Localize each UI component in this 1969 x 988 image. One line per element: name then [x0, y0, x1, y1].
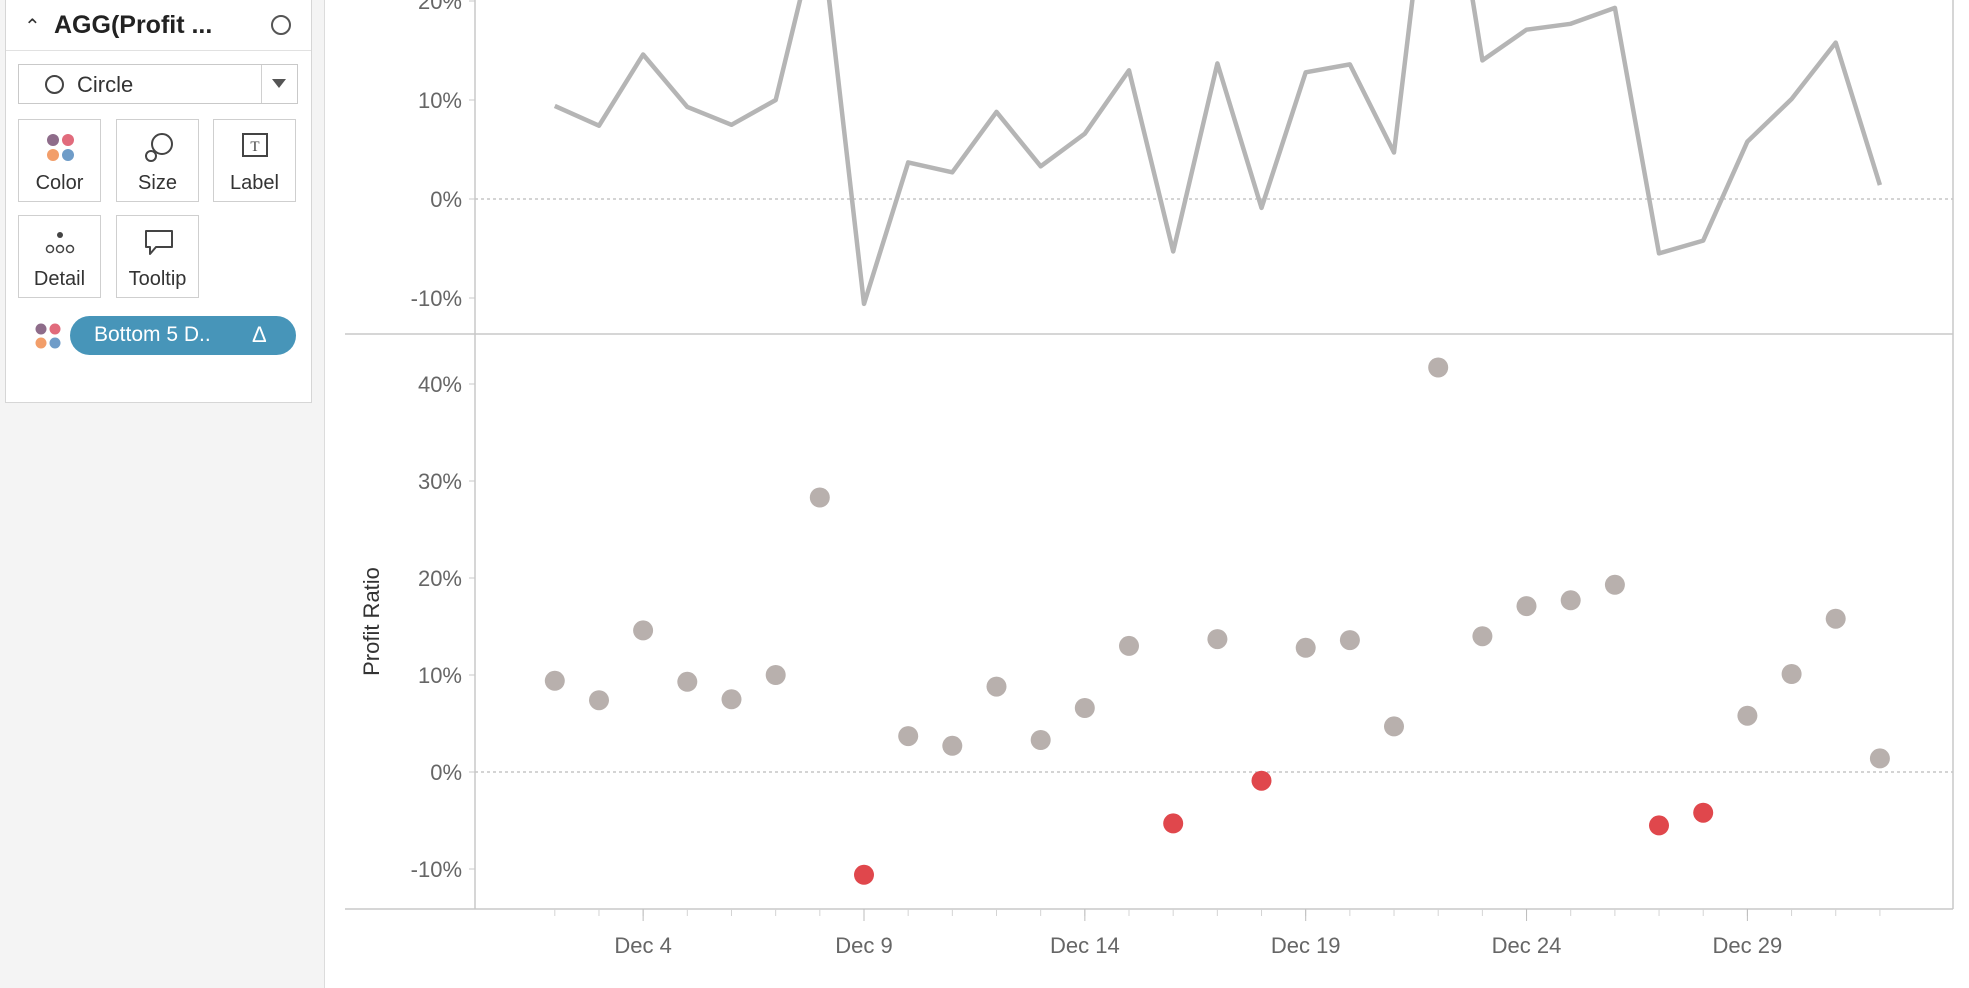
marks-card-title: AGG(Profit ...: [54, 11, 213, 39]
data-point: [1604, 574, 1625, 595]
y-tick-label: 20%: [418, 566, 462, 591]
y-tick-label: 0%: [430, 187, 462, 212]
data-point: [1516, 596, 1537, 617]
data-point: [1825, 608, 1846, 629]
data-point: [633, 620, 654, 641]
y-tick-label: 20%: [418, 0, 462, 14]
data-point: [677, 671, 698, 692]
size-icon: [145, 133, 173, 162]
chevron-down-icon[interactable]: [272, 79, 286, 88]
chart-axes: Dec 4 Dec 9 Dec 14 Dec 19 Dec 24 Dec 29: [345, 0, 1954, 958]
data-point: [1737, 705, 1758, 726]
scatter-chart-pane: -10% 0% 10% 20% 30% 40% Profit Ratio: [359, 357, 1953, 885]
highlighted-point: [1693, 802, 1714, 823]
detail-button[interactable]: Detail: [18, 215, 101, 298]
data-point: [1472, 626, 1493, 647]
data-point: [1339, 630, 1360, 651]
x-tick-label: Dec 19: [1271, 933, 1341, 958]
y-tick-label: 30%: [418, 469, 462, 494]
data-point: [765, 665, 786, 685]
data-point: [1384, 716, 1404, 737]
y-tick-label: -10%: [411, 857, 462, 882]
x-tick-label: Dec 4: [614, 933, 671, 958]
marks-card: ⌃ AGG(Profit ... Circle Color Size: [5, 0, 312, 403]
data-point: [1030, 730, 1051, 750]
x-tick-label: Dec 14: [1050, 933, 1120, 958]
y-tick-label: 10%: [418, 663, 462, 688]
y-axis-title: Profit Ratio: [359, 567, 384, 676]
detail-button-label: Detail: [33, 268, 86, 290]
data-point: [1074, 698, 1095, 718]
data-point: [721, 689, 742, 710]
table-calc-delta-icon: Δ: [252, 322, 267, 347]
marks-card-header[interactable]: ⌃ AGG(Profit ...: [6, 0, 311, 51]
svg-text:T: T: [250, 139, 259, 155]
data-point: [589, 690, 609, 711]
y-tick-label: 0%: [430, 760, 462, 785]
data-point: [1119, 635, 1139, 656]
tooltip-icon: [145, 230, 173, 255]
color-button-label: Color: [35, 172, 84, 194]
data-point: [809, 487, 830, 508]
data-point: [898, 726, 919, 747]
collapse-caret-icon[interactable]: ⌃: [24, 16, 41, 38]
highlighted-point: [1163, 813, 1184, 834]
data-point: [544, 670, 565, 691]
highlighted-point: [1649, 815, 1669, 836]
x-tick-label: Dec 29: [1713, 933, 1783, 958]
size-button-label: Size: [138, 172, 177, 194]
color-field-pill-label: Bottom 5 D..: [94, 323, 211, 346]
label-icon: T: [242, 133, 268, 157]
highlighted-point: [854, 864, 874, 885]
mark-type-dropdown[interactable]: Circle: [18, 64, 298, 104]
label-button-label: Label: [230, 172, 279, 194]
left-pane: ⌃ AGG(Profit ... Circle Color Size: [0, 0, 325, 988]
data-point: [986, 676, 1007, 697]
size-button[interactable]: Size: [116, 119, 199, 202]
profit-ratio-line: [553, 0, 1883, 307]
y-tick-label: 10%: [418, 88, 462, 113]
color-legend-icon: [35, 323, 61, 349]
x-tick-label: Dec 24: [1492, 933, 1562, 958]
circle-mark-icon: [45, 75, 64, 94]
dropdown-divider: [261, 65, 262, 103]
color-field-pill[interactable]: Bottom 5 D.. Δ: [70, 316, 296, 355]
data-point: [1295, 637, 1316, 658]
color-button[interactable]: Color: [18, 119, 101, 202]
chart-canvas: -10% 0% 10% 20% -10% 0% 10% 20% 30% 40% Profit Ra…: [345, 0, 1954, 958]
color-icon: [47, 134, 74, 161]
highlighted-point: [1251, 770, 1272, 791]
tooltip-button[interactable]: Tooltip: [116, 215, 199, 298]
y-tick-label: 40%: [418, 372, 462, 397]
x-tick-label: Dec 9: [835, 933, 892, 958]
tooltip-button-label: Tooltip: [128, 268, 187, 290]
y-tick-label: -10%: [411, 286, 462, 311]
data-point: [1428, 357, 1449, 378]
mark-type-label: Circle: [77, 72, 134, 97]
data-point: [1781, 664, 1802, 684]
data-point: [942, 735, 963, 756]
data-point: [1207, 629, 1228, 650]
data-point: [1869, 748, 1890, 769]
circle-mark-icon: [271, 15, 291, 35]
label-button[interactable]: T Label: [213, 119, 296, 202]
data-point: [1560, 590, 1581, 611]
detail-icon: [45, 232, 75, 254]
chart-area: -10% 0% 10% 20% -10% 0% 10% 20% 30% 40% Profit Ra…: [325, 0, 1969, 988]
line-chart-pane: -10% 0% 10% 20%: [411, 0, 1953, 311]
